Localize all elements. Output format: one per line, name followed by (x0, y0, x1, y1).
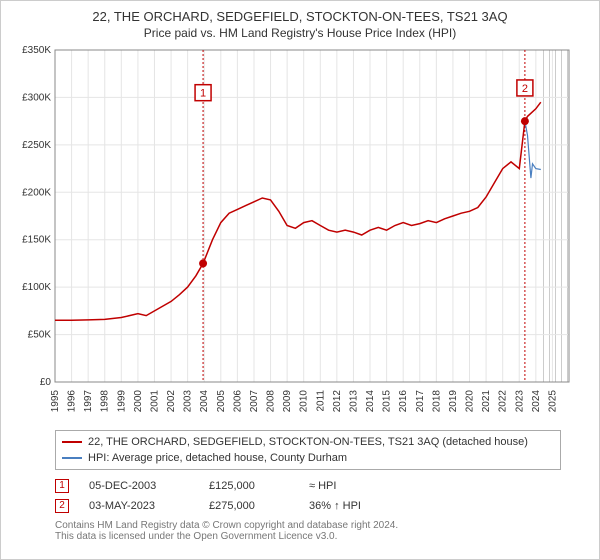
svg-text:2017: 2017 (415, 390, 426, 413)
svg-text:1: 1 (200, 88, 206, 100)
chart-subtitle: Price paid vs. HM Land Registry's House … (9, 26, 591, 40)
svg-text:2004: 2004 (199, 390, 210, 413)
svg-text:2003: 2003 (183, 390, 194, 413)
svg-text:1996: 1996 (67, 390, 78, 413)
svg-text:2000: 2000 (133, 390, 144, 413)
transaction-date: 03-MAY-2023 (89, 496, 189, 516)
svg-text:£150K: £150K (22, 235, 51, 246)
svg-text:£250K: £250K (22, 140, 51, 151)
svg-text:2001: 2001 (149, 390, 160, 413)
svg-text:2024: 2024 (531, 390, 542, 413)
svg-text:2018: 2018 (431, 390, 442, 413)
legend-label: 22, THE ORCHARD, SEDGEFIELD, STOCKTON-ON… (88, 434, 528, 450)
svg-text:£0: £0 (40, 377, 52, 388)
transaction-price: £125,000 (209, 476, 289, 496)
svg-text:2025: 2025 (547, 390, 558, 413)
svg-text:2023: 2023 (514, 390, 525, 413)
svg-text:2010: 2010 (299, 390, 310, 413)
series-hpi (525, 121, 541, 178)
svg-text:2: 2 (522, 83, 528, 95)
svg-text:1999: 1999 (116, 390, 127, 413)
svg-text:2016: 2016 (398, 390, 409, 413)
legend-swatch (62, 441, 82, 443)
legend-item: 22, THE ORCHARD, SEDGEFIELD, STOCKTON-ON… (62, 434, 554, 450)
svg-text:2011: 2011 (315, 390, 326, 412)
svg-text:2009: 2009 (282, 390, 293, 413)
legend-item: HPI: Average price, detached house, Coun… (62, 450, 554, 466)
svg-text:2007: 2007 (249, 390, 260, 413)
legend-label: HPI: Average price, detached house, Coun… (88, 450, 347, 466)
transaction-price: £275,000 (209, 496, 289, 516)
svg-text:2008: 2008 (266, 390, 277, 413)
transaction-delta: 36% ↑ HPI (309, 496, 361, 516)
transaction-date: 05-DEC-2003 (89, 476, 189, 496)
chart-area: £0 £50K £100K £150K £200K £250K £300K £350K 1995… (9, 46, 591, 426)
transaction-marker: 2 (55, 499, 69, 513)
svg-text:£100K: £100K (22, 282, 51, 293)
footer-line: This data is licensed under the Open Gov… (55, 531, 561, 542)
svg-text:2002: 2002 (166, 390, 177, 413)
svg-text:2021: 2021 (481, 390, 492, 413)
svg-text:2020: 2020 (465, 390, 476, 413)
legend-swatch (62, 457, 82, 459)
transaction-row: 2 03-MAY-2023 £275,000 36% ↑ HPI (55, 496, 561, 516)
svg-text:2022: 2022 (498, 390, 509, 413)
chart-container: 22, THE ORCHARD, SEDGEFIELD, STOCKTON-ON… (0, 0, 600, 560)
svg-text:£200K: £200K (22, 187, 51, 198)
svg-text:£50K: £50K (28, 330, 52, 341)
transaction-row: 1 05-DEC-2003 £125,000 ≈ HPI (55, 476, 561, 496)
footer-attribution: Contains HM Land Registry data © Crown c… (55, 520, 561, 542)
svg-text:2019: 2019 (448, 390, 459, 413)
svg-text:£350K: £350K (22, 46, 51, 56)
transaction-delta: ≈ HPI (309, 476, 336, 496)
svg-text:2005: 2005 (216, 390, 227, 413)
footer-line: Contains HM Land Registry data © Crown c… (55, 520, 561, 531)
svg-text:1995: 1995 (50, 390, 61, 413)
legend: 22, THE ORCHARD, SEDGEFIELD, STOCKTON-ON… (55, 430, 561, 470)
transaction-marker: 1 (55, 479, 69, 493)
svg-text:2013: 2013 (348, 390, 359, 413)
transaction-table: 1 05-DEC-2003 £125,000 ≈ HPI 2 03-MAY-2023 £27… (55, 476, 561, 516)
svg-text:2012: 2012 (332, 390, 343, 413)
svg-text:2015: 2015 (382, 390, 393, 413)
svg-text:1998: 1998 (100, 390, 111, 413)
line-chart: £0 £50K £100K £150K £200K £250K £300K £350K 1995… (9, 46, 591, 426)
svg-text:1997: 1997 (83, 390, 94, 413)
svg-text:£300K: £300K (22, 92, 51, 103)
chart-title: 22, THE ORCHARD, SEDGEFIELD, STOCKTON-ON… (9, 9, 591, 24)
svg-text:2014: 2014 (365, 390, 376, 413)
svg-text:2006: 2006 (232, 390, 243, 413)
